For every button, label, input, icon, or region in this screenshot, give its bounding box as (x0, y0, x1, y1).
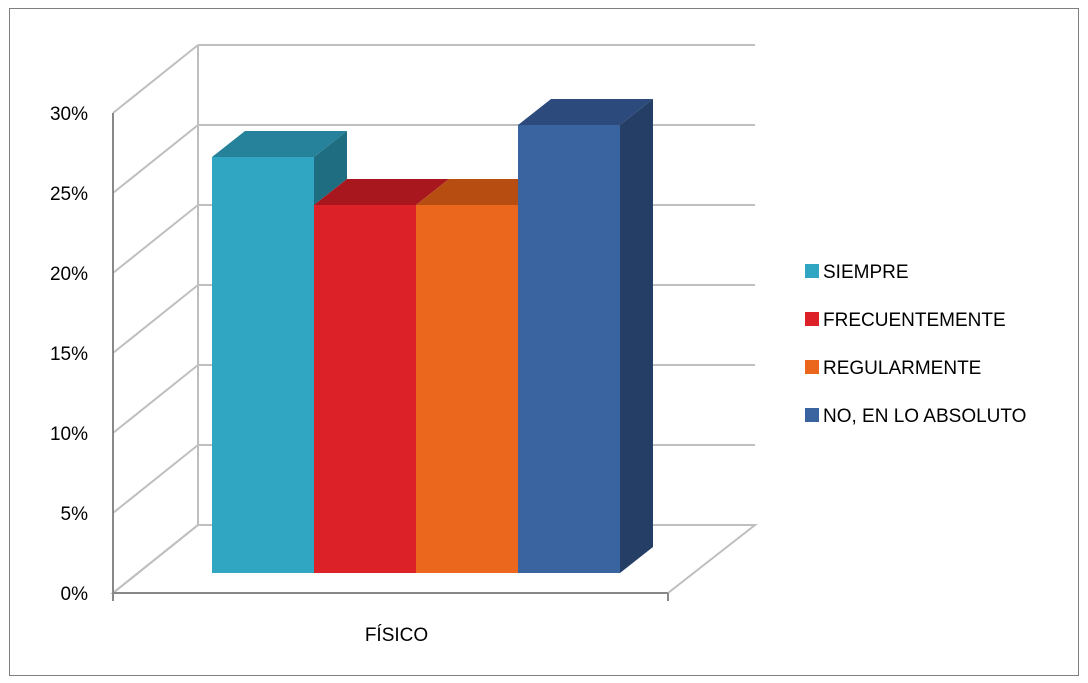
gridline-side (112, 284, 199, 354)
x-tick-labels: FÍSICO (365, 625, 428, 646)
gridline-side (112, 364, 199, 434)
gridline-side (112, 444, 199, 514)
bar-top-1 (314, 179, 449, 205)
y-tick-label: 0% (61, 584, 89, 605)
bar-top-3 (518, 99, 653, 125)
bar-top-2 (416, 179, 551, 205)
legend-label-2: REGULARMENTE (823, 358, 981, 379)
chart-frame (9, 8, 1079, 676)
legend-swatch-3 (805, 408, 819, 422)
gridline-side (112, 44, 199, 114)
y-tick-label: 10% (50, 424, 88, 445)
bar-top-0 (212, 131, 347, 157)
y-tick-label: 5% (61, 504, 89, 525)
y-tick-label: 15% (50, 344, 88, 365)
legend-swatch-0 (805, 264, 819, 278)
y-tick-label: 20% (50, 264, 88, 285)
legend-swatch-2 (805, 360, 819, 374)
legend-label-0: SIEMPRE (823, 262, 909, 283)
bar-0 (212, 157, 314, 573)
legend: SIEMPRE FRECUENTEMENTE REGULARMENTE NO, EN … (805, 262, 1026, 427)
bar-side-0 (314, 131, 347, 205)
legend-label-3: NO, EN LO ABSOLUTO (823, 406, 1026, 427)
gridline-side (112, 124, 199, 194)
y-tick-label: 30% (50, 104, 88, 125)
bar-2 (416, 205, 518, 573)
bar-1 (314, 205, 416, 573)
gridline-side (112, 524, 199, 594)
gridline-side (112, 204, 199, 274)
x-tick-label: FÍSICO (365, 625, 428, 646)
bar-3 (518, 125, 620, 573)
bars (212, 99, 653, 573)
y-tick-label: 25% (50, 184, 88, 205)
bar-side-3 (620, 99, 653, 573)
axes (112, 113, 669, 601)
legend-label-1: FRECUENTEMENTE (823, 310, 1006, 331)
y-tick-labels: 0% 5% 10% 15% 20% 25% 30% (50, 104, 88, 605)
legend-swatch-1 (805, 312, 819, 326)
